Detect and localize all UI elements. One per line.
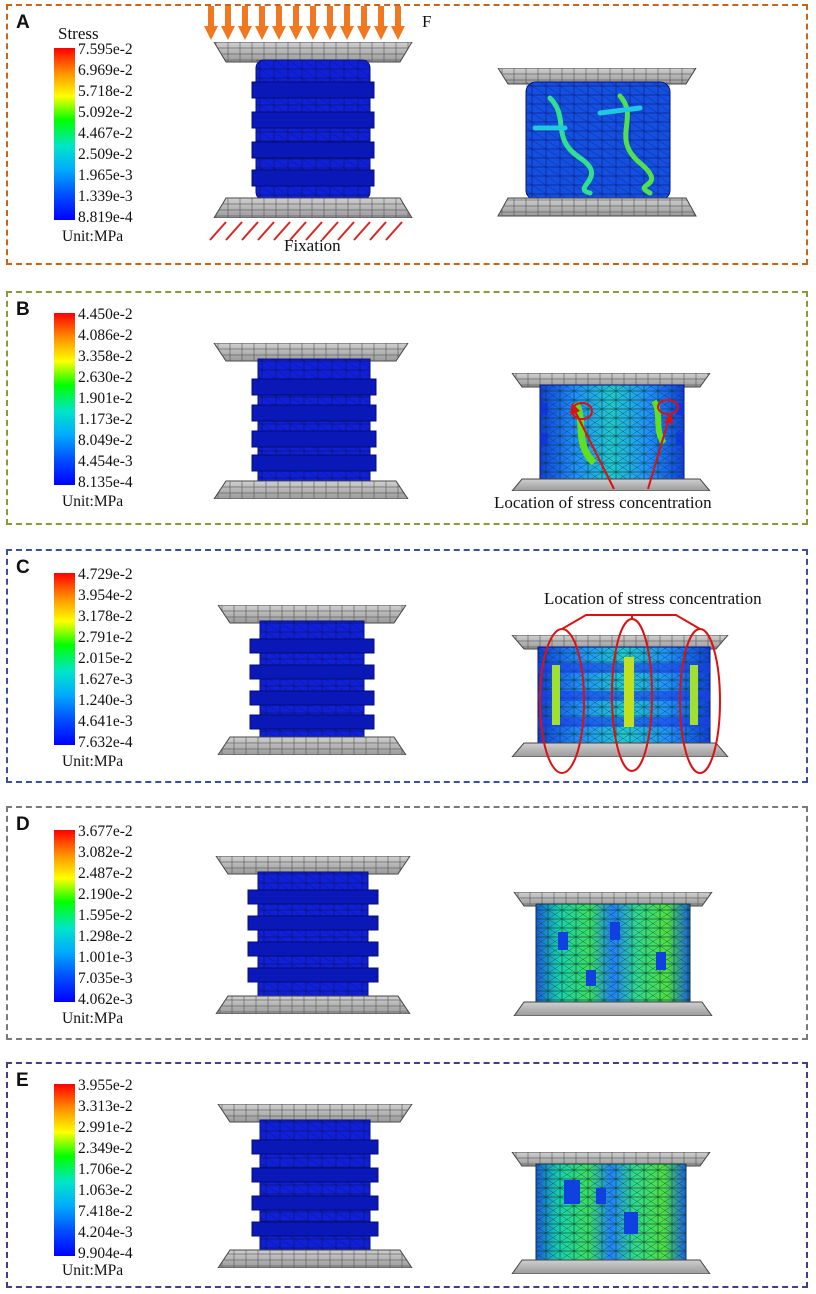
colorbar-tick: 1.595e-2 xyxy=(78,907,133,924)
colorbar-tick: 3.677e-2 xyxy=(78,823,133,840)
colorbar xyxy=(54,1084,75,1256)
colorbar-tick: 1.901e-2 xyxy=(78,390,133,407)
panel-b: B 4.450e-2 4.086e-2 3.358e-2 2.630e-2 1.… xyxy=(6,291,808,525)
colorbar-tick: 4.204e-3 xyxy=(78,1224,133,1241)
unit-label: Unit:MPa xyxy=(62,228,124,245)
force-arrows xyxy=(204,6,405,40)
colorbar-tick: 3.313e-2 xyxy=(78,1098,133,1115)
colorbar-tick: 1.240e-3 xyxy=(78,692,133,709)
colorbar-tick: 3.955e-2 xyxy=(78,1077,133,1094)
fe-model-deformed xyxy=(511,373,711,491)
colorbar-tick: 1.965e-3 xyxy=(78,167,133,184)
colorbar-tick: 4.450e-2 xyxy=(78,306,133,323)
panel-letter: A xyxy=(16,12,30,33)
colorbar-tick: 5.718e-2 xyxy=(78,83,133,100)
colorbar xyxy=(54,573,75,745)
colorbar-tick: 1.339e-3 xyxy=(78,188,133,205)
colorbar-tick: 1.627e-3 xyxy=(78,671,133,688)
fe-model-undeformed xyxy=(213,343,409,499)
stress-title: Stress xyxy=(58,24,99,43)
colorbar-tick: 4.641e-3 xyxy=(78,713,133,730)
stress-concentration-markers xyxy=(570,399,679,490)
unit-label: Unit:MPa xyxy=(62,1262,124,1279)
stress-concentration-markers xyxy=(539,614,721,774)
stress-concentration-label: Location of stress concentration xyxy=(494,493,712,512)
colorbar-tick: 3.178e-2 xyxy=(78,608,133,625)
fe-model-undeformed xyxy=(213,42,413,218)
colorbar-tick: 4.062e-3 xyxy=(78,991,133,1008)
colorbar-tick: 4.729e-2 xyxy=(78,566,133,583)
colorbar-tick: 7.632e-4 xyxy=(78,734,133,751)
colorbar-tick: 8.819e-4 xyxy=(78,209,133,226)
fe-model-deformed xyxy=(511,635,729,757)
colorbar xyxy=(54,48,75,220)
force-label: F xyxy=(422,12,432,31)
colorbar-tick: 2.509e-2 xyxy=(78,146,133,163)
colorbar xyxy=(54,313,75,485)
panel-a: A Stress 7.595e-2 6.969e-2 5.718e-2 5.09… xyxy=(6,4,808,265)
fe-model-deformed xyxy=(497,68,697,217)
colorbar-tick: 6.969e-2 xyxy=(78,62,133,79)
unit-label: Unit:MPa xyxy=(62,493,124,510)
colorbar-tick: 2.015e-2 xyxy=(78,650,133,667)
colorbar-tick: 2.630e-2 xyxy=(78,369,133,386)
fe-model-undeformed xyxy=(215,856,411,1014)
colorbar-tick: 8.049e-2 xyxy=(78,432,133,449)
colorbar-tick: 2.349e-2 xyxy=(78,1140,133,1157)
panel-letter: D xyxy=(16,814,30,835)
panel-letter: B xyxy=(16,299,30,320)
colorbar-tick: 7.035e-3 xyxy=(78,970,133,987)
fixation-label: Fixation xyxy=(284,236,341,255)
unit-label: Unit:MPa xyxy=(62,1010,124,1027)
colorbar-tick: 2.487e-2 xyxy=(78,865,133,882)
panel-letter: E xyxy=(16,1070,29,1091)
colorbar-tick: 4.086e-2 xyxy=(78,327,133,344)
fe-model-undeformed xyxy=(217,1104,413,1268)
colorbar-tick: 1.298e-2 xyxy=(78,928,133,945)
stress-concentration-label: Location of stress concentration xyxy=(544,589,762,608)
colorbar-tick: 2.190e-2 xyxy=(78,886,133,903)
fe-model-deformed xyxy=(513,892,713,1016)
colorbar-tick: 1.706e-2 xyxy=(78,1161,133,1178)
colorbar-tick: 3.358e-2 xyxy=(78,348,133,365)
colorbar-tick: 5.092e-2 xyxy=(78,104,133,121)
colorbar-tick: 9.904e-4 xyxy=(78,1245,133,1262)
panel-c: C 4.729e-2 3.954e-2 3.178e-2 2.791e-2 2.… xyxy=(6,549,808,783)
fixation-hatch xyxy=(209,221,403,241)
colorbar-tick: 8.135e-4 xyxy=(78,474,133,491)
colorbar-tick: 4.454e-3 xyxy=(78,453,133,470)
colorbar-tick: 4.467e-2 xyxy=(78,125,133,142)
colorbar-tick: 1.063e-2 xyxy=(78,1182,133,1199)
colorbar xyxy=(54,830,75,1002)
colorbar-tick: 1.173e-2 xyxy=(78,411,133,428)
unit-label: Unit:MPa xyxy=(62,753,124,770)
panel-e: E 3.955e-2 3.313e-2 2.991e-2 2.349e-2 1.… xyxy=(6,1062,808,1288)
panel-letter: C xyxy=(16,557,30,578)
colorbar-tick: 2.791e-2 xyxy=(78,629,133,646)
panel-d: D 3.677e-2 3.082e-2 2.487e-2 2.190e-2 1.… xyxy=(6,806,808,1040)
fe-model-undeformed xyxy=(217,605,407,755)
colorbar-tick: 3.954e-2 xyxy=(78,587,133,604)
colorbar-tick: 7.595e-2 xyxy=(78,41,133,58)
fe-model-deformed xyxy=(511,1152,711,1274)
colorbar-tick: 2.991e-2 xyxy=(78,1119,133,1136)
colorbar-tick: 7.418e-2 xyxy=(78,1203,133,1220)
colorbar-tick: 1.001e-3 xyxy=(78,949,133,966)
colorbar-tick: 3.082e-2 xyxy=(78,844,133,861)
